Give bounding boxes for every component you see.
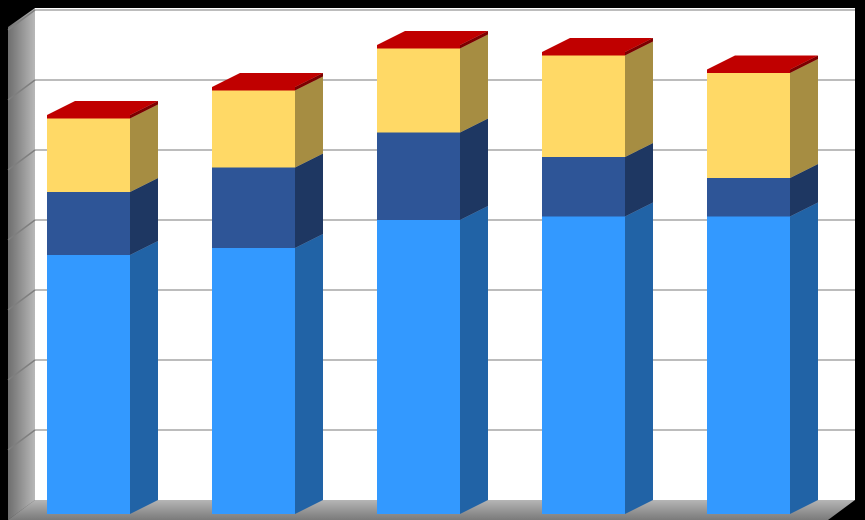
bar-segment-side	[130, 241, 158, 514]
bar-segment-front	[542, 55, 625, 157]
bar-segment-side	[625, 202, 653, 514]
bar-stack	[542, 38, 653, 514]
gridline-side	[7, 79, 36, 101]
bar-segment-side	[295, 76, 323, 168]
bars	[47, 31, 818, 514]
bar-stack	[47, 101, 158, 514]
bar-segment-side	[625, 143, 653, 217]
bar-segment-side	[460, 118, 488, 220]
bar-segment-side	[130, 178, 158, 255]
bar-top	[707, 55, 818, 70]
bar-segment-front	[707, 73, 790, 178]
bar-stack	[707, 55, 818, 514]
bar-segment-side	[295, 234, 323, 514]
bar-segment-side	[790, 164, 818, 217]
bar-segment-front	[47, 115, 130, 119]
gridline-side	[7, 219, 36, 241]
bar-segment-front	[707, 216, 790, 514]
gridline-side	[7, 9, 36, 31]
bar-stack	[377, 31, 488, 514]
bar-top	[377, 31, 488, 45]
gridline-side	[7, 429, 36, 451]
gridline-side	[7, 359, 36, 381]
bar-segment-front	[47, 255, 130, 514]
gridline-side	[7, 289, 36, 311]
bar-segment-side	[460, 34, 488, 133]
bar-segment-side	[460, 31, 488, 49]
bar-segment-side	[625, 38, 653, 56]
bar-segment-front	[212, 90, 295, 168]
bar-segment-front	[377, 220, 460, 514]
bar-segment-front	[377, 45, 460, 49]
bar-top	[212, 73, 323, 87]
bar-top	[542, 38, 653, 52]
bar-segment-side	[625, 41, 653, 157]
bar-segment-front	[47, 192, 130, 255]
bar-segment-side	[295, 153, 323, 248]
bar-segment-front	[707, 69, 790, 73]
bar-segment-front	[542, 157, 625, 217]
bar-segment-front	[212, 167, 295, 248]
bar-segment-front	[542, 52, 625, 56]
bar-segment-front	[377, 132, 460, 220]
gridline-side	[7, 149, 36, 171]
side-wall	[8, 8, 35, 520]
bar-segment-side	[790, 55, 818, 73]
bar-segment-side	[790, 59, 818, 178]
bar-segment-front	[707, 178, 790, 217]
bar-segment-side	[130, 104, 158, 192]
bar-segment-front	[542, 216, 625, 514]
bar-segment-front	[47, 118, 130, 192]
bar-segment-side	[790, 202, 818, 514]
bar-stack	[212, 73, 323, 514]
bar-segment-front	[377, 48, 460, 133]
bar-segment-side	[130, 101, 158, 119]
bar-top	[47, 101, 158, 115]
bar-segment-side	[460, 206, 488, 514]
bar-segment-front	[212, 248, 295, 514]
bar-segment-side	[295, 73, 323, 91]
bar-segment-front	[212, 87, 295, 91]
